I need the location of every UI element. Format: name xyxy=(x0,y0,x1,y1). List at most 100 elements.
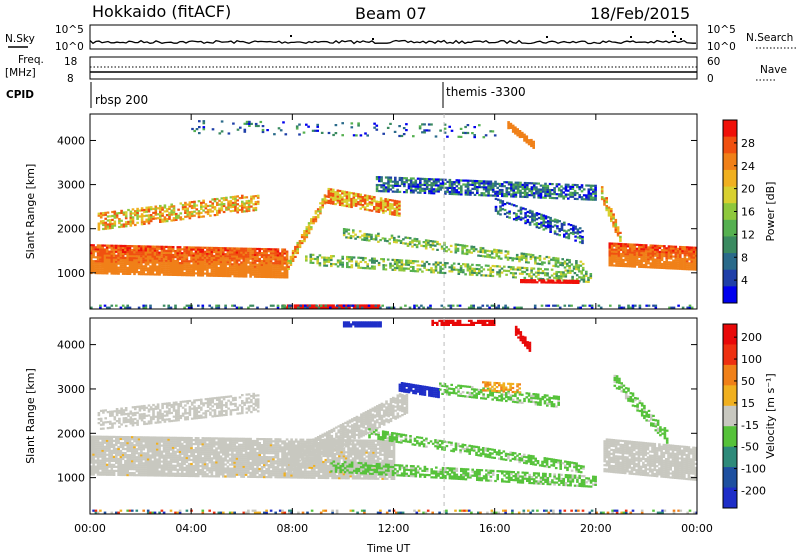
velocity-colorbar-tick-5: -50 xyxy=(741,441,759,454)
velocity-colorbar-seg-6 xyxy=(723,446,737,468)
velocity-colorbar-tick-4: -15 xyxy=(741,419,759,432)
nsky-line xyxy=(89,39,696,45)
velocity-xtick-label-4: 16:00 xyxy=(479,522,511,535)
velocity-colorbar-tick-1: 100 xyxy=(741,353,762,366)
power-colorbar-seg-0 xyxy=(723,120,737,138)
velocity-green-end xyxy=(613,374,669,444)
nsearch-tick-top: 10^5 xyxy=(707,24,736,36)
power-panel: 1000 2000 3000 4000 Slant Range [km] 4 8 12 16 20… xyxy=(24,113,777,310)
nsearch-label: N.Search xyxy=(746,32,793,44)
cpid-label: CPID xyxy=(6,89,34,101)
velocity-xtick-label-1: 04:00 xyxy=(175,522,207,535)
power-colorbar: 4 8 12 16 20 24 28 Power [dB] xyxy=(722,119,777,304)
nsky-spike-5 xyxy=(674,35,676,37)
velocity-field xyxy=(90,319,697,514)
nave-tick-bottom: 0 xyxy=(707,73,714,85)
cpid-panel: CPID rbsp 200 themis -3300 xyxy=(6,82,526,108)
power-colorbar-tick-3: 16 xyxy=(741,206,755,219)
power-colorbar-seg-6 xyxy=(723,219,737,237)
nave-tick-top: 60 xyxy=(707,56,720,68)
nsky-label: N.Sky xyxy=(5,33,35,45)
power-colorbar-tick-5: 24 xyxy=(741,160,755,173)
power-colorbar-tick-6: 28 xyxy=(741,137,755,150)
freq-label-2: [MHz] xyxy=(5,67,36,79)
cpid-entry-1: rbsp 200 xyxy=(95,93,148,107)
station-title: Hokkaido (fitACF) xyxy=(92,2,231,21)
power-colorbar-tick-4: 20 xyxy=(741,183,755,196)
nsky-spike-0 xyxy=(290,35,292,37)
x-axis-title: Time UT xyxy=(366,543,411,554)
power-rise xyxy=(287,194,327,270)
nsky-panel: N.Sky 10^5 10^0 10^5 10^0 N.Search xyxy=(5,24,796,53)
power-colorbar-seg-8 xyxy=(723,253,737,271)
velocity-colorbar-tick-0: 200 xyxy=(741,331,762,344)
power-sparse xyxy=(191,120,497,139)
velocity-xtick-label-6: 00:00 xyxy=(681,522,713,535)
power-colorbar-seg-3 xyxy=(723,169,737,188)
cpid-entry-2: themis -3300 xyxy=(446,85,526,99)
power-colorbar-seg-9 xyxy=(723,269,737,287)
freq-tick-bottom: 8 xyxy=(67,73,74,85)
power-colorbar-label: Power [dB] xyxy=(764,182,777,242)
nsky-trace xyxy=(89,31,696,45)
velocity-blue-top xyxy=(342,321,382,328)
power-colorbar-tick-1: 8 xyxy=(741,251,748,264)
velocity-ylabel: Slant Range [km] xyxy=(24,368,37,464)
velocity-panel: 1000 2000 3000 4000 00:00 04:00 08:00 12:00 16:0… xyxy=(24,317,777,535)
velocity-colorbar-seg-4 xyxy=(723,405,737,427)
nsky-spike-4 xyxy=(672,31,674,33)
power-lower-band xyxy=(305,253,593,283)
nave-label: Nave xyxy=(760,64,787,76)
beam-title: Beam 07 xyxy=(355,4,427,23)
velocity-colorbar-seg-1 xyxy=(723,344,737,366)
power-upper-echo xyxy=(97,194,260,231)
velocity-ytick-label-3: 4000 xyxy=(57,339,85,352)
nsearch-tick-bottom: 10^0 xyxy=(707,41,736,53)
freq-label-1: Freq. xyxy=(18,54,44,66)
velocity-red-blob xyxy=(514,325,532,352)
nsky-tick-top: 10^5 xyxy=(55,24,84,36)
power-ytick-label-3: 4000 xyxy=(57,134,85,147)
nsky-spike-6 xyxy=(680,38,682,40)
velocity-green-low xyxy=(330,460,597,488)
velocity-colorbar-seg-2 xyxy=(723,364,737,386)
power-ytick-label-1: 2000 xyxy=(57,223,85,236)
velocity-colorbar-seg-7 xyxy=(723,467,737,489)
power-blob xyxy=(507,121,535,149)
power-near xyxy=(90,304,694,309)
power-end-echo xyxy=(608,242,697,271)
power-colorbar-tick-2: 12 xyxy=(741,228,755,241)
nsky-spike-2 xyxy=(546,36,548,38)
nsky-spike-1 xyxy=(372,38,374,40)
velocity-colorbar-seg-5 xyxy=(723,426,737,448)
power-colorbar-seg-4 xyxy=(723,186,737,204)
velocity-green-diag xyxy=(368,428,585,474)
power-end-rise xyxy=(600,186,622,242)
power-colorbar-seg-10 xyxy=(723,286,737,304)
date-title: 18/Feb/2015 xyxy=(590,4,690,23)
power-diag-band xyxy=(342,228,585,272)
nsky-spike-3 xyxy=(630,36,632,38)
velocity-xtick-label-3: 12:00 xyxy=(378,522,410,535)
power-colorbar-seg-2 xyxy=(723,153,737,171)
freq-panel: Freq. [MHz] 18 8 60 0 Nave xyxy=(5,54,787,85)
velocity-ytick-label-2: 3000 xyxy=(57,383,85,396)
power-red-stripe xyxy=(520,279,580,284)
velocity-ytick-label-1: 2000 xyxy=(57,427,85,440)
power-far-arc xyxy=(494,197,584,245)
nsky-tick-bottom: 10^0 xyxy=(55,41,84,53)
power-colorbar-tick-0: 4 xyxy=(741,274,748,287)
velocity-blue-patch xyxy=(398,382,440,399)
power-main-echo xyxy=(90,244,289,279)
power-colorbar-seg-1 xyxy=(723,136,737,154)
velocity-xtick-label-2: 08:00 xyxy=(276,522,308,535)
power-ylabel: Slant Range [km] xyxy=(24,164,37,260)
velocity-colorbar-tick-3: 15 xyxy=(741,397,755,410)
velocity-colorbar-label: Velocity [m s⁻¹] xyxy=(764,373,777,458)
velocity-xtick-label-5: 20:00 xyxy=(580,522,612,535)
power-ytick-label-2: 3000 xyxy=(57,179,85,192)
velocity-colorbar-tick-7: -200 xyxy=(741,484,766,497)
velocity-ytick-label-0: 1000 xyxy=(57,472,85,485)
power-colorbar-seg-7 xyxy=(723,236,737,254)
